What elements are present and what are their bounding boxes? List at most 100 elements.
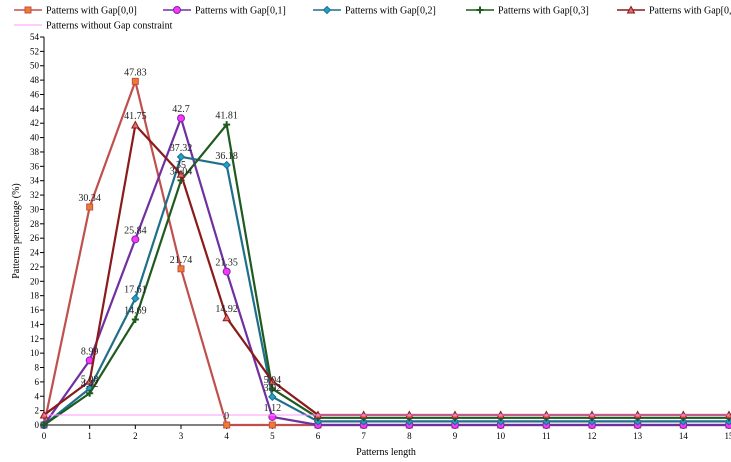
- data-point: [679, 417, 688, 426]
- data-label: 14.69: [124, 305, 147, 316]
- y-tick-label: 54: [30, 32, 40, 42]
- data-point: [85, 376, 95, 385]
- x-tick-label: 6: [316, 431, 321, 441]
- y-tick-label: 20: [30, 276, 40, 286]
- y-tick-label: 36: [30, 161, 40, 171]
- data-point: [176, 169, 186, 178]
- data-label: 36.18: [215, 151, 238, 162]
- x-tick-label: 15: [725, 431, 731, 441]
- x-tick-label: 7: [361, 431, 366, 441]
- x-tick-label: 5: [270, 431, 275, 441]
- data-point: [40, 421, 48, 429]
- y-tick-label: 52: [30, 46, 39, 56]
- series: [39, 77, 731, 430]
- series-line: [42, 80, 729, 427]
- y-tick-label: 40: [30, 133, 40, 143]
- y-tick-label: 30: [30, 204, 40, 214]
- legend-label: Patterns with Gap[0,2]: [345, 6, 436, 17]
- data-point: [177, 265, 185, 273]
- data-point: [222, 267, 231, 276]
- y-tick-label: 14: [30, 319, 40, 329]
- y-tick-label: 32: [30, 190, 39, 200]
- data-label: 25.84: [124, 225, 147, 236]
- x-tick-label: 11: [542, 431, 551, 441]
- y-tick-label: 42: [30, 118, 39, 128]
- y-tick-label: 24: [30, 248, 40, 258]
- data-point: [223, 421, 231, 429]
- data-label: 35: [176, 160, 186, 171]
- data-point: [633, 417, 642, 426]
- y-tick-label: 38: [30, 147, 40, 157]
- data-label: 21.74: [170, 255, 193, 266]
- data-label: 1.12: [264, 403, 282, 414]
- data-label: 3.92: [264, 383, 282, 394]
- y-tick-label: 26: [30, 233, 40, 243]
- y-tick-label: 48: [30, 75, 40, 85]
- data-label: 17.61: [124, 284, 147, 295]
- x-tick-label: 9: [453, 431, 458, 441]
- x-tick-label: 12: [588, 431, 597, 441]
- data-point: [268, 421, 276, 429]
- y-tick-label: 16: [30, 305, 40, 315]
- series-line: [43, 123, 729, 426]
- series-line: [43, 123, 729, 417]
- data-point: [405, 417, 414, 426]
- x-tick-label: 10: [496, 431, 506, 441]
- data-point: [222, 313, 232, 322]
- legend-swatch-marker: [24, 6, 32, 14]
- data-label: 5.04: [264, 375, 282, 386]
- data-label: 8.99: [81, 346, 99, 357]
- x-tick-label: 0: [42, 431, 47, 441]
- data-point: [267, 376, 277, 385]
- data-label: 30.34: [78, 193, 101, 204]
- series-line: [43, 117, 729, 427]
- y-tick-label: 4: [35, 391, 40, 401]
- y-tick-label: 44: [30, 104, 40, 114]
- y-tick-label: 18: [30, 291, 40, 301]
- y-tick-label: 28: [30, 219, 40, 229]
- data-label: 37.32: [170, 143, 193, 154]
- x-axis-label: Patterns length: [356, 447, 416, 458]
- data-point: [176, 152, 186, 162]
- x-tick-label: 14: [679, 431, 689, 441]
- ticks: 0246810121416182022242628303234363840424…: [30, 32, 731, 441]
- y-tick-label: 34: [30, 176, 40, 186]
- legend-label: Patterns with Gap[0,5]: [649, 6, 731, 17]
- data-point: [131, 235, 140, 244]
- data-point: [222, 160, 231, 170]
- y-axis-label: Patterns percentage (%): [11, 183, 22, 279]
- data-label: 14.92: [215, 304, 238, 315]
- data-labels: 30.34 47.83 21.74 0 8.99 25.84 42.7 21.35 1.12 5.…: [78, 67, 281, 422]
- data-point: [450, 417, 460, 426]
- data-point: [131, 294, 140, 303]
- x-tick-label: 13: [633, 431, 643, 441]
- data-point: [268, 385, 276, 393]
- data-label: 41.75: [124, 111, 147, 122]
- data-point: [496, 417, 505, 426]
- data-point: [359, 417, 368, 426]
- data-point: [86, 203, 94, 211]
- legend-label: Patterns with Gap[0,0]: [46, 6, 137, 17]
- y-tick-label: 12: [30, 334, 39, 344]
- y-tick-label: 8: [35, 363, 40, 373]
- series-line: [43, 155, 729, 426]
- x-tick-label: 1: [87, 431, 92, 441]
- legend-label: Patterns without Gap constraint: [46, 21, 173, 32]
- x-tick-label: 4: [224, 431, 229, 441]
- data-point: [131, 77, 139, 85]
- x-tick-label: 2: [133, 431, 138, 441]
- data-label: 4.42: [81, 379, 99, 390]
- data-point: [587, 417, 597, 426]
- axes: Patterns length Patterns percentage (%): [11, 37, 729, 458]
- y-tick-label: 6: [35, 377, 40, 387]
- data-point: [130, 120, 140, 129]
- data-label: 41.81: [215, 111, 238, 122]
- x-tick-label: 3: [179, 431, 184, 441]
- legend-label: Patterns with Gap[0,3]: [498, 6, 589, 17]
- y-tick-label: 22: [30, 262, 39, 272]
- data-point: [131, 315, 139, 323]
- legend-label: Patterns with Gap[0,1]: [195, 6, 286, 17]
- y-tick-label: 50: [30, 61, 40, 71]
- data-point: [268, 392, 277, 402]
